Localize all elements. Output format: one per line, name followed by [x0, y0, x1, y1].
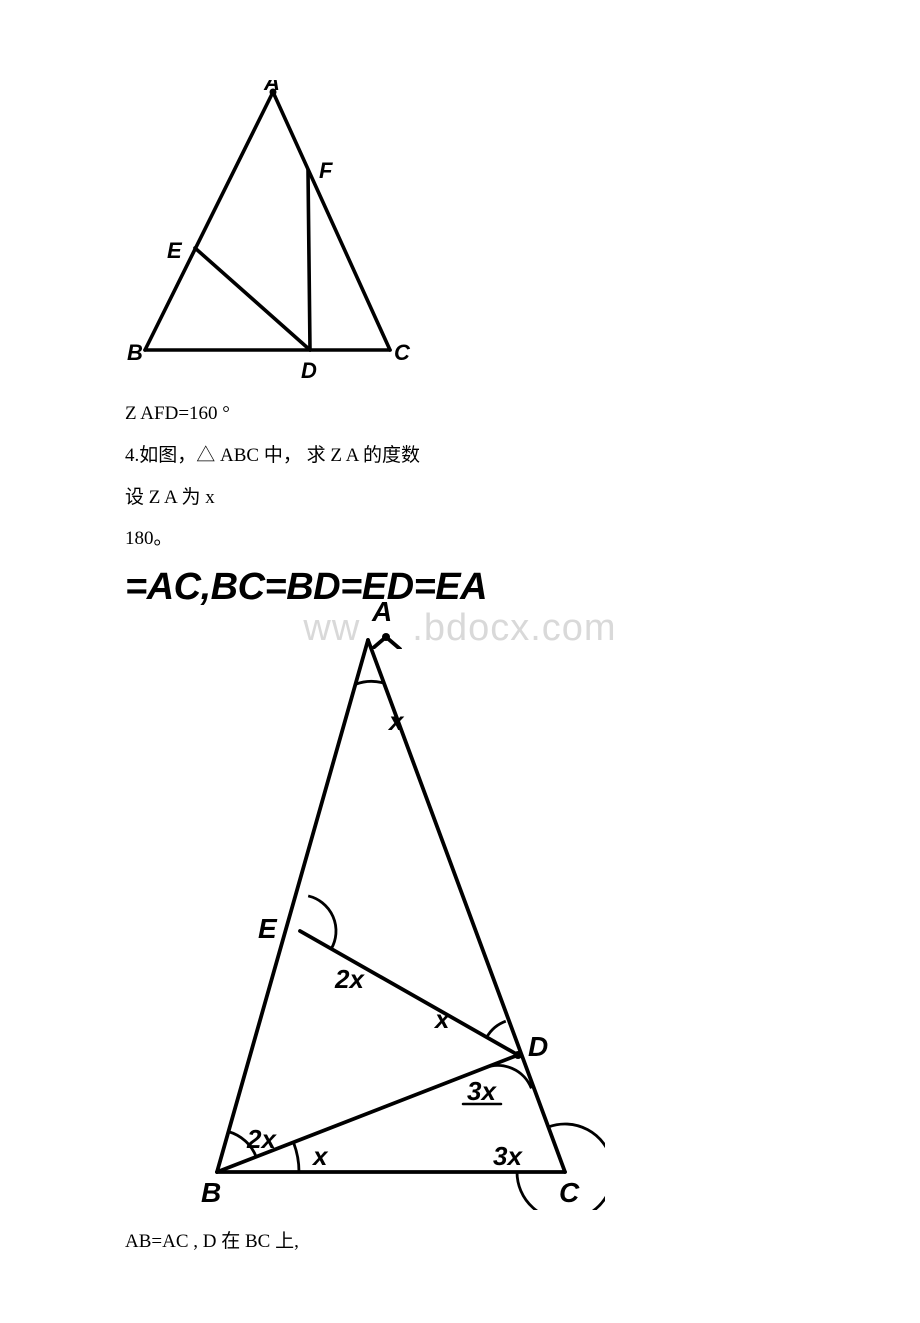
svg-text:D: D: [301, 358, 317, 380]
line-180: 180。: [125, 518, 795, 560]
watermark-right: .bdocx.com: [412, 607, 616, 650]
vertex-a-icon: A: [360, 601, 412, 649]
line-last: AB=AC , D 在 BC 上,: [125, 1221, 795, 1263]
svg-text:B: B: [127, 340, 143, 365]
svg-text:x: x: [311, 1141, 329, 1171]
svg-text:x: x: [433, 1004, 451, 1034]
svg-text:2x: 2x: [246, 1124, 277, 1154]
svg-text:B: B: [201, 1177, 221, 1208]
watermark-left: ww: [303, 607, 360, 650]
svg-text:x: x: [387, 706, 405, 736]
svg-text:3x: 3x: [493, 1141, 523, 1171]
triangle-figure-2: B C D Ex 2x x 3x 2x x 3x: [175, 620, 605, 1210]
line-set: 设 Z A 为 x: [125, 477, 795, 519]
svg-text:C: C: [394, 340, 411, 365]
svg-text:2x: 2x: [334, 964, 365, 994]
figure-2: B C D Ex 2x x 3x 2x x 3x: [175, 620, 795, 1215]
line-afd: Z AFD=160 °: [125, 393, 795, 435]
figure-1: A B C D E F: [125, 80, 795, 385]
svg-text:D: D: [528, 1031, 548, 1062]
heading-equation: =AC,BC=BD=ED=EA: [125, 566, 795, 609]
svg-text:E: E: [258, 913, 278, 944]
svg-text:3x: 3x: [467, 1076, 497, 1106]
watermark: ww A .bdocx.com: [125, 607, 795, 650]
svg-text:A: A: [371, 601, 392, 627]
svg-text:F: F: [319, 158, 333, 183]
triangle-figure-1: A B C D E F: [125, 80, 415, 380]
svg-text:E: E: [167, 238, 183, 263]
svg-text:A: A: [263, 80, 280, 95]
svg-text:C: C: [559, 1177, 580, 1208]
line-q4: 4.如图，△ ABC 中， 求 Z A 的度数: [125, 435, 795, 477]
